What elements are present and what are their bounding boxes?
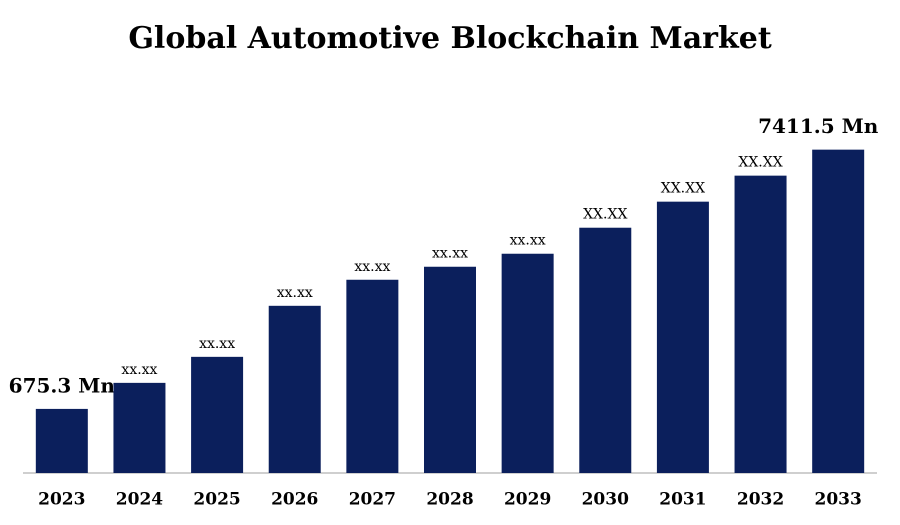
data-label: 675.3 Mn [9, 373, 116, 397]
data-label: XX.XX [661, 181, 705, 197]
data-label: XX.XX [738, 155, 782, 171]
data-label: 7411.5 Mn [758, 114, 879, 138]
bar [656, 201, 709, 474]
data-label: xx.xx [199, 336, 235, 352]
x-tick-label: 2033 [815, 490, 862, 510]
data-label: xx.xx [432, 246, 468, 262]
bar [35, 408, 88, 473]
chart-title: Global Automotive Blockchain Market [128, 21, 772, 56]
bar [113, 382, 166, 473]
data-label: xx.xx [277, 285, 313, 301]
x-tick-label: 2026 [271, 490, 318, 510]
x-tick-label: 2025 [193, 490, 240, 510]
bar [734, 175, 787, 473]
x-tick-label: 2030 [582, 490, 629, 510]
data-label: xx.xx [354, 259, 390, 275]
bar [191, 356, 244, 473]
x-tick-label: 2032 [737, 490, 784, 510]
data-label: xx.xx [510, 233, 546, 249]
bar [346, 279, 399, 473]
bar [579, 227, 632, 473]
x-tick-label: 2028 [426, 490, 473, 510]
bar [501, 253, 554, 473]
data-label: XX.XX [583, 207, 627, 223]
x-tick-label: 2027 [349, 490, 396, 510]
x-tick-label: 2024 [116, 490, 163, 510]
bar [812, 149, 865, 473]
x-tick-label: 2023 [38, 490, 85, 510]
x-tick-label: 2031 [659, 490, 706, 510]
bar [424, 266, 476, 473]
x-tick-label: 2029 [504, 490, 551, 510]
data-label: xx.xx [121, 362, 157, 378]
bar [268, 305, 321, 473]
